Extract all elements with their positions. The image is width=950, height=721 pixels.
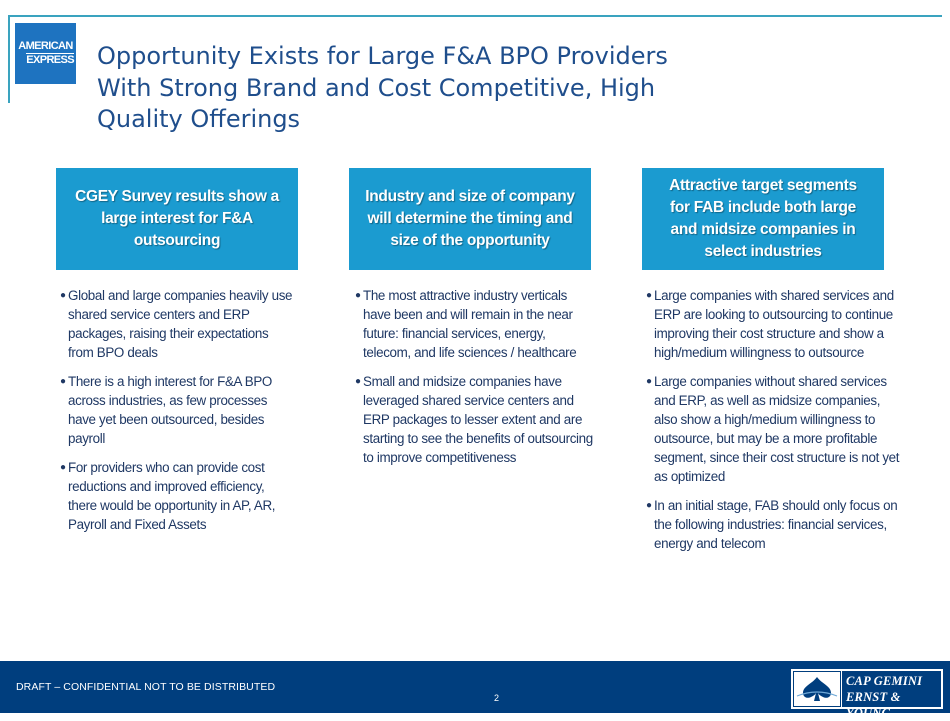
slide-title: Opportunity Exists for Large F&A BPO Pro… xyxy=(97,41,757,136)
bullet-item: ● There is a high interest for F&A BPO ac… xyxy=(60,374,272,446)
bullet-item: ● For providers who can provide cost redu… xyxy=(60,460,276,532)
american-express-logo: AMERICAN EXPRESS xyxy=(15,23,76,84)
bullet-dot-icon: ● xyxy=(646,376,652,387)
left-divider xyxy=(8,15,10,103)
column-2-bullets: ● The most attractive industry verticals … xyxy=(355,286,595,477)
column-1-heading: CGEY Survey results show a large interes… xyxy=(75,188,279,249)
column-1-heading-box: CGEY Survey results show a large interes… xyxy=(56,168,298,270)
bullet-dot-icon: ● xyxy=(355,376,361,387)
bullet-dot-icon: ● xyxy=(60,462,66,473)
bullet-item: ● The most attractive industry verticals … xyxy=(355,288,577,360)
title-line-3: Quality Offerings xyxy=(97,105,301,133)
logo-line-1: AMERICAN xyxy=(18,40,73,52)
column-3-heading-box: Attractive target segments for FAB inclu… xyxy=(642,168,884,270)
cap-gemini-ernst-young-logo: CAP GEMINI ERNST & YOUNG xyxy=(791,669,943,720)
title-line-2: With Strong Brand and Cost Competitive, … xyxy=(97,73,656,102)
brand-line-1: CAP GEMINI xyxy=(846,674,923,688)
column-2-heading: Industry and size of company will determ… xyxy=(365,188,575,249)
bullet-dot-icon: ● xyxy=(646,290,652,301)
column-3-bullets: ● Large companies with shared services an… xyxy=(646,286,900,563)
cgey-wordmark: CAP GEMINI ERNST & YOUNG xyxy=(842,671,941,720)
bullet-dot-icon: ● xyxy=(60,290,66,301)
page-number: 2 xyxy=(494,693,500,703)
bullet-dot-icon: ● xyxy=(60,376,66,387)
logo-line-2: EXPRESS xyxy=(26,53,75,66)
bullet-item: ● Large companies with shared services an… xyxy=(646,288,894,360)
column-2-heading-box: Industry and size of company will determ… xyxy=(349,168,591,270)
top-divider xyxy=(10,15,942,17)
bullet-item: ● In an initial stage, FAB should only fo… xyxy=(646,498,898,551)
title-line-1: Opportunity Exists for Large F&A BPO Pro… xyxy=(97,42,668,70)
brand-line-2: ERNST & YOUNG xyxy=(846,690,901,720)
spade-icon xyxy=(793,671,841,707)
column-3-heading: Attractive target segments for FAB inclu… xyxy=(669,177,857,260)
bullet-dot-icon: ● xyxy=(355,290,361,301)
bullet-item: ● Global and large companies heavily use … xyxy=(60,288,293,360)
bullet-item: ● Large companies without shared services… xyxy=(646,374,900,484)
footer-bar: DRAFT – CONFIDENTIAL NOT TO BE DISTRIBUT… xyxy=(0,661,950,720)
bullet-item: ● Small and midsize companies have levera… xyxy=(355,374,593,465)
bullet-dot-icon: ● xyxy=(646,500,652,511)
confidential-notice: DRAFT – CONFIDENTIAL NOT TO BE DISTRIBUT… xyxy=(16,681,276,693)
column-1-bullets: ● Global and large companies heavily use … xyxy=(60,286,296,544)
